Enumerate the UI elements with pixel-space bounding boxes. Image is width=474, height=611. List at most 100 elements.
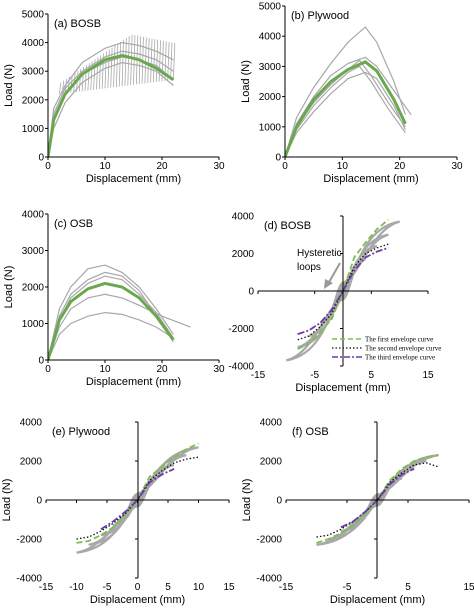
y-axis-label: Load (N) [241, 479, 253, 522]
third-envelope-curve [297, 247, 389, 335]
x-axis-label: Displacement (mm) [323, 173, 418, 185]
second-envelope-curve [316, 462, 439, 538]
x-tick-label: 20 [156, 364, 168, 375]
plot-area [48, 264, 191, 361]
x-tick-label: -15 [251, 370, 266, 381]
test-curve [285, 65, 406, 158]
cycle-stroke [118, 41, 122, 87]
y-tick-label: 0 [36, 496, 42, 507]
panel-label: (d) BOSB [264, 220, 311, 232]
y-tick-label: 2000 [22, 283, 45, 294]
y-tick-label: 4000 [22, 210, 45, 221]
panel-d: -15 -5 5 15 -4000 -2000 0 2000 4000 Displacement … [228, 212, 441, 395]
cycle-stroke [59, 82, 62, 95]
y-tick-label: -2000 [228, 324, 254, 335]
panel-f: -15 -5 5 15 -4000 -2000 0 2000 4000 Displacement … [241, 418, 474, 607]
cycle-stroke [124, 37, 127, 86]
panel-label: (c) OSB [54, 218, 93, 230]
y-tick-label: 2000 [22, 95, 45, 106]
y-tick-label: 2000 [260, 457, 283, 468]
annotation-arrowhead [324, 279, 333, 289]
y-tick-label: 5000 [22, 10, 45, 21]
y-tick-label: 0 [38, 356, 44, 367]
x-tick-label: 0 [135, 582, 141, 593]
x-tick-label: 15 [422, 370, 434, 381]
panel-e: -15 -10 -5 0 5 10 15 -4000 -2000 0 2000 4000 Displac… [1, 418, 235, 607]
x-tick-label: -15 [39, 582, 54, 593]
cycle-stroke [173, 43, 176, 80]
legend-label: The third envelope curve [365, 354, 435, 362]
y-tick-label: 5000 [259, 2, 282, 13]
panel-label: (b) Plywood [291, 10, 349, 22]
x-axis-label: Displacement (mm) [330, 594, 425, 606]
panel-b: 0 10 20 30 0 1000 2000 3000 4000 5000 Displacement… [240, 2, 463, 186]
annotation-arrow [327, 262, 341, 285]
cycle-stroke [130, 34, 133, 86]
y-axis-label: Load (N) [240, 60, 252, 103]
test-curve [48, 50, 174, 158]
cycle-stroke [116, 43, 119, 87]
x-axis-label: Displacement (mm) [295, 382, 390, 394]
y-tick-label: 4000 [259, 32, 282, 43]
y-tick-label: -4000 [256, 574, 282, 585]
cycle-stroke [144, 37, 147, 84]
average-curve [48, 53, 175, 158]
cycle-stroke [161, 40, 164, 82]
y-tick-label: -4000 [16, 574, 42, 585]
cycle-stroke [170, 42, 173, 81]
x-tick-label: 20 [394, 161, 406, 172]
x-axis-label: Displacement (mm) [86, 376, 181, 388]
y-axis-label: Load (N) [3, 64, 15, 107]
y-tick-label: 0 [248, 287, 254, 298]
y-tick-label: 2000 [232, 249, 255, 260]
x-tick-label: -15 [279, 582, 294, 593]
y-tick-label: -2000 [256, 535, 282, 546]
annotation-line: Hysteretic [297, 248, 341, 259]
x-tick-label: 10 [193, 582, 205, 593]
panel-c: 0 10 20 30 0 1000 2000 3000 4000 Displacement (mm… [3, 210, 225, 389]
y-tick-label: 1000 [22, 319, 45, 330]
y-tick-label: 4000 [232, 212, 255, 223]
test-curve [48, 311, 174, 361]
y-tick-label: 0 [38, 153, 44, 164]
test-curve [48, 275, 174, 361]
hysteretic-annotation: Hysteretic loops [297, 248, 341, 273]
x-tick-label: 30 [213, 364, 225, 375]
legend-label: The first envelope curve [365, 336, 433, 344]
cycle-stroke [158, 40, 161, 82]
test-curve [285, 71, 406, 158]
x-tick-label: 5 [165, 582, 171, 593]
y-tick-label: 4000 [22, 38, 45, 49]
plot-area [285, 26, 412, 158]
y-tick-label: 3000 [22, 67, 45, 78]
x-tick-label: 0 [282, 161, 288, 172]
cycle-stroke [64, 78, 67, 94]
panel-label: (e) Plywood [52, 426, 110, 438]
third-envelope-curve [340, 467, 415, 529]
legend-label: The second envelope curve [365, 345, 441, 353]
cycle-stroke [113, 45, 116, 88]
cycle-stroke [70, 74, 73, 93]
y-tick-label: -2000 [16, 535, 42, 546]
x-tick-label: 5 [405, 582, 411, 593]
x-tick-label: 20 [156, 161, 168, 172]
cycle-stroke [167, 42, 170, 81]
y-tick-label: 4000 [20, 418, 43, 429]
x-tick-label: 15 [223, 582, 235, 593]
plot-area [48, 34, 176, 158]
annotation-line: loops [297, 262, 321, 273]
y-tick-label: 1000 [22, 124, 45, 135]
x-tick-label: 0 [45, 161, 51, 172]
x-tick-label: 30 [451, 161, 463, 172]
y-tick-label: 0 [276, 496, 282, 507]
x-tick-label: 15 [463, 582, 474, 593]
cycle-stroke [104, 51, 107, 89]
x-axis-label: Displacement (mm) [86, 173, 181, 185]
cycle-stroke [153, 39, 156, 83]
average-curve [285, 60, 407, 158]
x-tick-label: 30 [213, 161, 225, 172]
y-tick-label: 4000 [260, 418, 283, 429]
test-curve [48, 61, 174, 158]
y-tick-label: 0 [275, 153, 281, 164]
